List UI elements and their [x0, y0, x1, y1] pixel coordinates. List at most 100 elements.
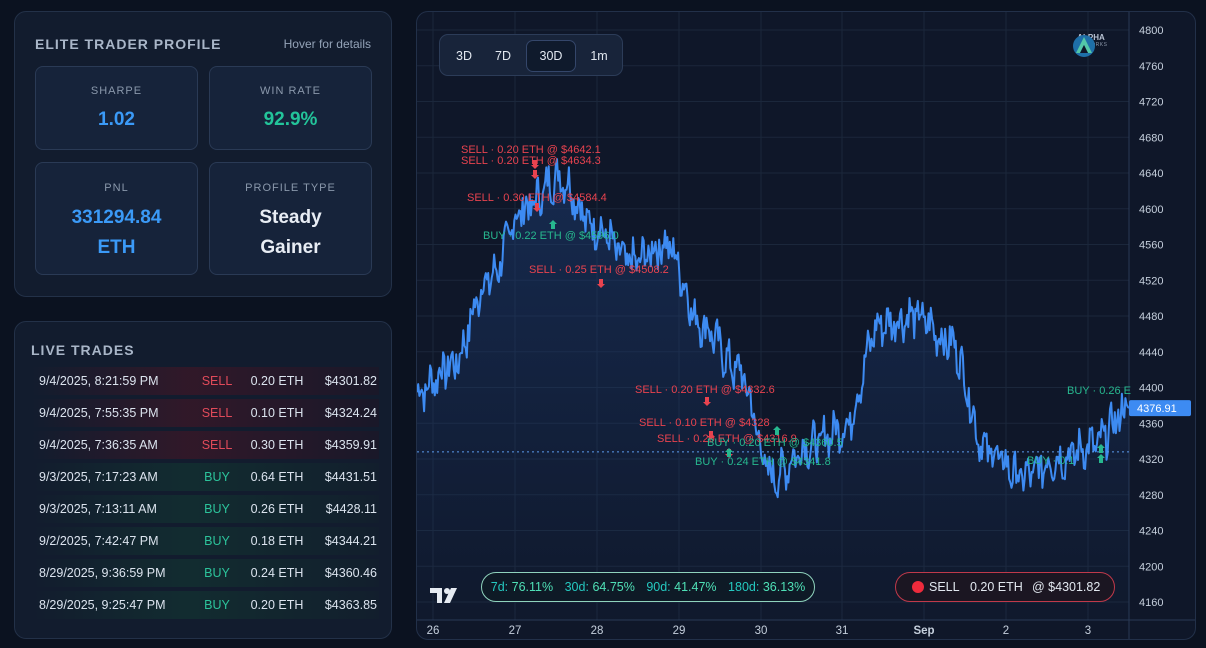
sharpe-value: 1.02: [98, 109, 135, 130]
sell-annotation[interactable]: SELL · 0.20 ETH @ $4316.9: [657, 433, 797, 445]
price-area: [417, 159, 1129, 620]
sell-arrow-icon: [531, 170, 539, 179]
trade-row[interactable]: 9/4/2025, 8:21:59 PM SELL 0.20 ETH $4301.82: [31, 367, 379, 395]
x-tick-label: 28: [591, 625, 604, 637]
sell-annotation[interactable]: SELL · 0.20 ETH @ $4332.6: [635, 384, 775, 396]
trade-side: SELL: [201, 374, 233, 388]
price-chart-panel[interactable]: 4160 4200 4240 4280 4320 4360 4400 4440 4480 4520…: [416, 11, 1196, 640]
stat-7d: 7d: 76.11%: [490, 580, 554, 594]
y-tick-label: 4480: [1139, 311, 1163, 323]
trade-side: BUY: [204, 470, 230, 484]
price-chart[interactable]: 4160 4200 4240 4280 4320 4360 4400 4440 4480 4520…: [417, 12, 1196, 640]
trade-qty: 0.18 ETH: [250, 534, 304, 548]
buy-arrow-icon: [1097, 444, 1105, 453]
buy-annotation[interactable]: BUY · 0.22 ETH @ $4596.0: [483, 230, 619, 242]
trade-price: $4363.85: [324, 598, 377, 612]
trade-row[interactable]: 9/4/2025, 7:55:35 PM SELL 0.10 ETH $4324.24: [31, 399, 379, 427]
win-rate-value: 92.9%: [263, 109, 318, 130]
timeframe-7d-button[interactable]: 7D: [495, 49, 511, 63]
trade-side: BUY: [204, 534, 230, 548]
trade-row[interactable]: 8/29/2025, 9:25:47 PM BUY 0.20 ETH $4363.85: [31, 591, 379, 619]
sell-annotation[interactable]: SELL · 0.10 ETH @ $4328: [639, 417, 770, 429]
buy-arrow-icon: [549, 220, 557, 229]
pnl-value-block: 331294.84 ETH: [36, 203, 197, 263]
trade-side: SELL: [201, 438, 233, 452]
profile-hint[interactable]: Hover for details: [283, 37, 371, 51]
pnl-card[interactable]: PNL 331294.84 ETH: [35, 162, 198, 275]
trade-row[interactable]: 9/3/2025, 7:17:23 AM BUY 0.64 ETH $4431.51: [31, 463, 379, 491]
buy-annotation[interactable]: BUY · 0.24 ETH @ $4341.8: [695, 456, 831, 468]
sell-annotation[interactable]: SELL · 0.25 ETH @ $4508.2: [529, 264, 669, 276]
x-tick-label: 27: [509, 625, 522, 637]
buy-arrow-icon: [1097, 454, 1105, 463]
y-tick-label: 4560: [1139, 240, 1163, 252]
trade-date: 8/29/2025, 9:25:47 PM: [39, 598, 166, 612]
win-rate-card[interactable]: WIN RATE 92.9%: [209, 66, 372, 150]
trade-date: 9/2/2025, 7:42:47 PM: [39, 534, 159, 548]
timeframe-selector: 3D 7D 30D 1m: [439, 34, 623, 76]
win-rate-label: WIN RATE: [260, 85, 321, 97]
x-tick-label: 26: [427, 625, 440, 637]
profile-type-card[interactable]: PROFILE TYPE Steady Gainer: [209, 162, 372, 275]
profile-type-label: PROFILE TYPE: [245, 182, 336, 194]
trade-row[interactable]: 9/4/2025, 7:36:35 AM SELL 0.30 ETH $4359.91: [31, 431, 379, 459]
stat-30d: 30d: 64.75%: [564, 580, 635, 594]
pnl-unit: ETH: [97, 237, 136, 258]
alpha-networks-logo: ALPHA NETWORKS: [1071, 34, 1111, 76]
logo-name: ALPHA: [1077, 33, 1105, 42]
sell-arrow-icon: [533, 203, 541, 212]
trade-side: BUY: [204, 598, 230, 612]
y-tick-label: 4600: [1139, 204, 1163, 216]
tradingview-logo-icon[interactable]: [429, 586, 463, 604]
sell-arrow-icon: [597, 279, 605, 288]
alpha-logo-icon: [1073, 35, 1095, 57]
x-tick-label: 31: [836, 625, 849, 637]
timeframe-30d-button[interactable]: 30D: [526, 40, 576, 72]
trade-price: $4360.46: [324, 566, 377, 580]
sharpe-card[interactable]: SHARPE 1.02: [35, 66, 198, 150]
profile-type-line2: Gainer: [260, 237, 321, 258]
trade-price: $4344.21: [324, 534, 377, 548]
y-tick-label: 4200: [1139, 561, 1163, 573]
trade-date: 9/3/2025, 7:17:23 AM: [39, 470, 158, 484]
trade-price: $4359.91: [324, 438, 377, 452]
trade-side: SELL: [201, 406, 233, 420]
trade-row[interactable]: 9/3/2025, 7:13:11 AM BUY 0.26 ETH $4428.11: [31, 495, 379, 523]
x-tick-label: 29: [673, 625, 686, 637]
profile-type-value: Steady Gainer: [210, 203, 371, 263]
sell-annotation[interactable]: SELL · 0.20 ETH @ $4642.1: [461, 144, 601, 156]
last-trade-price: @ $4301.82: [1032, 580, 1101, 594]
win-rate-stats-pill: 7d: 76.11% 30d: 64.75% 90d: 41.47% 180d:…: [481, 572, 815, 602]
trade-qty: 0.20 ETH: [250, 374, 304, 388]
trade-price: $4431.51: [324, 470, 377, 484]
stat-180d: 180d: 36.13%: [728, 580, 806, 594]
trade-row[interactable]: 8/29/2025, 9:36:59 PM BUY 0.24 ETH $4360.46: [31, 559, 379, 587]
y-tick-label: 4160: [1139, 597, 1163, 609]
sell-annotation[interactable]: SELL · 0.20 ETH @ $4634.3: [461, 155, 601, 167]
trade-row[interactable]: 9/2/2025, 7:42:47 PM BUY 0.18 ETH $4344.21: [31, 527, 379, 555]
timeframe-3d-button[interactable]: 3D: [456, 49, 472, 63]
timeframe-1m-button[interactable]: 1m: [590, 49, 608, 63]
trade-qty: 0.10 ETH: [250, 406, 304, 420]
trader-profile-panel: ELITE TRADER PROFILE Hover for details S…: [14, 11, 392, 297]
buy-annotation[interactable]: BUY · 0.20 ETH @ $4360.5: [707, 437, 843, 449]
buy-annotation[interactable]: BUY · 0.26 E: [1067, 385, 1131, 397]
y-tick-label: 4400: [1139, 383, 1163, 395]
y-tick-label: 4520: [1139, 275, 1163, 287]
y-tick-label: 4360: [1139, 418, 1163, 430]
x-tick-label: 3: [1085, 625, 1091, 637]
trade-date: 9/3/2025, 7:13:11 AM: [39, 502, 157, 516]
sell-annotation[interactable]: SELL · 0.30 ETH @ $4584.4: [467, 192, 607, 204]
y-tick-label: 4680: [1139, 132, 1163, 144]
profile-title: ELITE TRADER PROFILE: [35, 36, 222, 52]
y-tick-label: 4280: [1139, 490, 1163, 502]
sell-arrow-icon: [703, 397, 711, 406]
stat-90d: 90d: 41.47%: [646, 580, 717, 594]
trade-qty: 0.30 ETH: [250, 438, 304, 452]
buy-annotation[interactable]: BUY · 0.1: [1027, 455, 1075, 467]
current-price-label: 4376.91: [1137, 403, 1177, 415]
trade-date: 9/4/2025, 7:36:35 AM: [39, 438, 158, 452]
buy-arrow-icon: [725, 448, 733, 457]
pnl-value: 331294.84: [71, 207, 162, 228]
sell-arrow-icon: [531, 160, 539, 169]
